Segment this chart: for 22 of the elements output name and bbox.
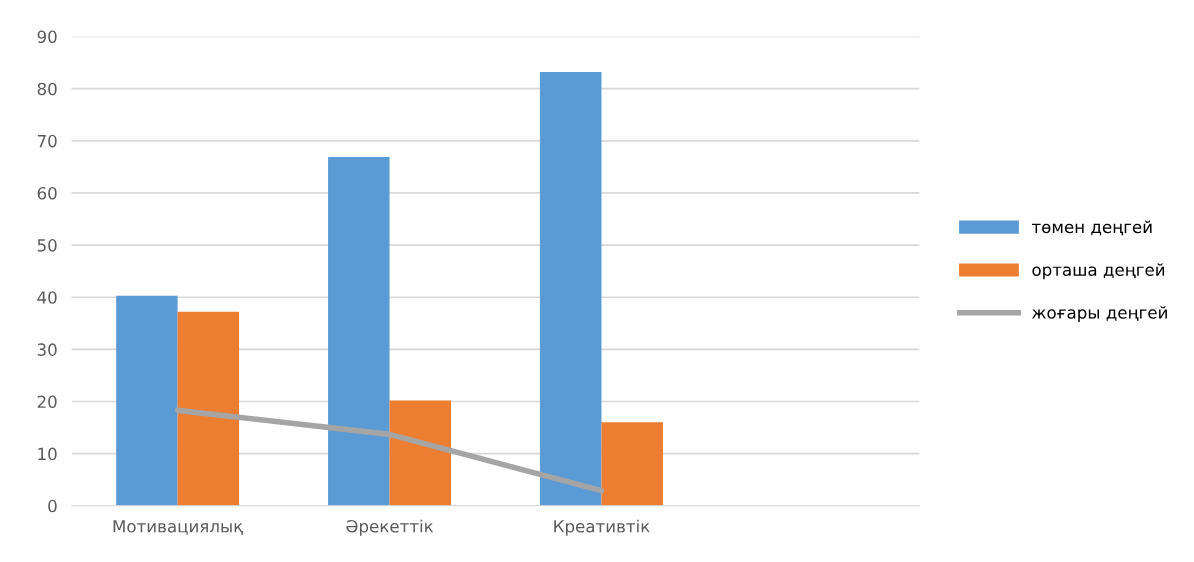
bar <box>328 156 390 506</box>
x-tick-label: Мотивациялық <box>113 520 243 535</box>
y-tick-label: 0 <box>48 499 57 513</box>
bar <box>389 400 451 506</box>
y-tick-label: 60 <box>37 186 57 200</box>
legend-label: төмен деңгей <box>1031 220 1152 236</box>
y-tick-label: 30 <box>37 343 57 356</box>
bar <box>177 311 240 506</box>
bar <box>540 71 602 506</box>
y-tick-label: 50 <box>37 239 57 252</box>
y-tick-label: 80 <box>37 82 57 96</box>
x-tick-label: Әрекеттік <box>346 519 434 536</box>
legend-label: жоғары деңгей <box>1032 305 1167 323</box>
bar <box>601 422 663 506</box>
x-tick-label: Креативтік <box>554 519 650 536</box>
bar <box>116 295 178 506</box>
y-tick-label: 20 <box>37 395 57 409</box>
legend-label: орташа деңгей <box>1032 263 1165 280</box>
y-tick-label: 40 <box>37 291 57 304</box>
y-tick-label: 90 <box>37 30 57 44</box>
y-tick-label: 70 <box>37 134 57 148</box>
y-tick-label: 10 <box>38 447 57 461</box>
